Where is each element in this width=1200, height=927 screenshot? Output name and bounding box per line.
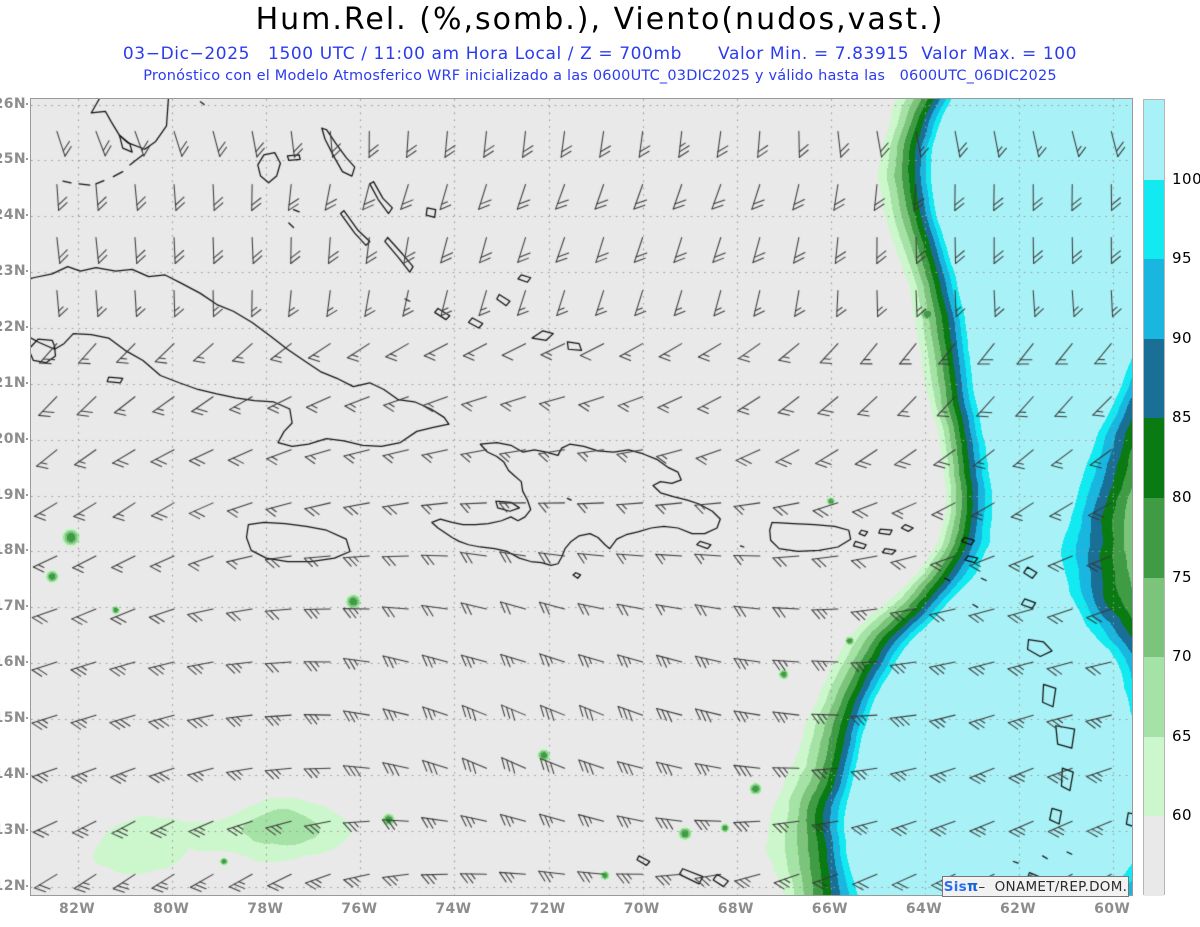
y-axis-tick-label: 16N: [0, 654, 26, 671]
colorbar-tick-label: 65: [1172, 726, 1193, 745]
y-axis-tick-mark: [21, 717, 28, 720]
y-axis-tick-mark: [21, 605, 28, 608]
colorbar-tick-label: 75: [1172, 567, 1193, 586]
logo-agency-text: – ONAMET/REP.DOM.: [978, 878, 1128, 895]
colorbar-segment: [1144, 100, 1164, 180]
y-axis-tick-mark: [21, 828, 28, 831]
page-title: Hum.Rel. (%,somb.), Viento(nudos,vast.): [255, 2, 945, 37]
colorbar-segment: [1144, 657, 1164, 737]
y-axis-tick-mark: [21, 493, 28, 496]
colorbar-tick-label: 60: [1172, 806, 1193, 825]
y-axis-tick-label: 21N: [0, 374, 26, 391]
subtitle-model-info: Pronóstico con el Modelo Atmosferico WRF…: [143, 68, 1057, 84]
y-axis-tick-label: 18N: [0, 542, 26, 559]
x-axis-tick-label: 70W: [623, 901, 660, 917]
x-axis-tick-label: 72W: [529, 901, 566, 917]
y-axis-tick-label: 13N: [0, 821, 26, 838]
y-axis-tick-mark: [21, 661, 28, 664]
y-axis-tick-label: 24N: [0, 207, 26, 224]
colorbar-tick-label: 80: [1172, 488, 1193, 506]
colorbar-segment: [1144, 577, 1164, 658]
colorbar-segment: [1144, 816, 1164, 896]
colorbar-tick-label: 90: [1172, 328, 1193, 347]
y-axis-tick-label: 17N: [0, 598, 26, 615]
y-axis-tick-label: 19N: [0, 486, 26, 503]
logo-sis-text: Sis: [943, 878, 968, 895]
colorbar-segment: [1144, 179, 1164, 260]
subtitle-run-info: 03−Dic−2025 1500 UTC / 11:00 am Hora Loc…: [122, 44, 1078, 64]
logo-pi-icon: π: [967, 878, 979, 895]
y-axis-tick-mark: [21, 884, 28, 887]
y-axis-tick-label: 26N: [0, 95, 26, 112]
humidity-wind-map-canvas: [31, 99, 1132, 895]
x-axis-tick-label: 82W: [58, 901, 96, 917]
colorbar: [1143, 99, 1165, 896]
y-axis-tick-mark: [21, 102, 28, 105]
y-axis-tick-label: 22N: [0, 319, 26, 336]
y-axis-tick-label: 20N: [0, 430, 26, 447]
y-axis-tick-label: 14N: [0, 765, 26, 782]
colorbar-segment: [1144, 418, 1164, 498]
x-axis-tick-label: 68W: [717, 901, 754, 917]
y-axis-tick-mark: [21, 326, 28, 329]
colorbar-tick-label: 95: [1172, 249, 1193, 268]
chart-header: Hum.Rel. (%,somb.), Viento(nudos,vast.) …: [0, 0, 1200, 95]
colorbar-tick-label: 70: [1172, 647, 1193, 666]
y-axis-tick-mark: [21, 158, 28, 161]
y-axis-tick-mark: [21, 772, 28, 775]
y-axis-tick-mark: [21, 381, 28, 384]
x-axis-tick-label: 64W: [905, 901, 943, 917]
colorbar-segment: [1144, 498, 1164, 578]
x-axis-tick-label: 80W: [153, 901, 190, 917]
colorbar-segment: [1144, 338, 1164, 419]
agency-logo-badge: Sis π – ONAMET/REP.DOM.: [942, 876, 1129, 897]
map-plot-area: [30, 98, 1133, 896]
y-axis-tick-mark: [21, 214, 28, 217]
y-axis-tick-mark: [21, 549, 28, 552]
y-axis-tick-label: 12N: [0, 877, 26, 894]
y-axis-tick-label: 25N: [0, 151, 26, 168]
x-axis-tick-label: 74W: [435, 901, 472, 917]
colorbar-tick-label: 100: [1172, 169, 1200, 188]
y-axis-tick-mark: [21, 270, 28, 273]
colorbar-segment: [1144, 736, 1164, 817]
y-axis-tick-mark: [21, 437, 28, 440]
y-axis-tick-label: 15N: [0, 710, 26, 727]
x-axis-tick-label: 76W: [341, 901, 378, 917]
colorbar-tick-label: 85: [1172, 408, 1193, 427]
x-axis-tick-label: 60W: [1094, 901, 1131, 917]
colorbar-segment: [1144, 259, 1164, 339]
x-axis-tick-label: 66W: [811, 901, 848, 917]
y-axis-tick-label: 23N: [0, 263, 26, 280]
x-axis-tick-label: 62W: [1000, 901, 1037, 917]
x-axis-tick-label: 78W: [247, 901, 284, 917]
